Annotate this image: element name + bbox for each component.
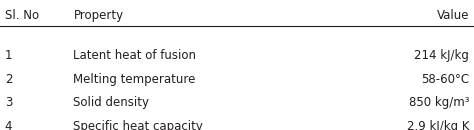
Text: Sl. No: Sl. No xyxy=(5,9,39,22)
Text: 214 kJ/kg: 214 kJ/kg xyxy=(414,49,469,62)
Text: 4: 4 xyxy=(5,120,12,130)
Text: 1: 1 xyxy=(5,49,12,62)
Text: Melting temperature: Melting temperature xyxy=(73,73,196,86)
Text: 2: 2 xyxy=(5,73,12,86)
Text: 2.9 kJ/kg K: 2.9 kJ/kg K xyxy=(407,120,469,130)
Text: Latent heat of fusion: Latent heat of fusion xyxy=(73,49,196,62)
Text: 58-60°C: 58-60°C xyxy=(421,73,469,86)
Text: Solid density: Solid density xyxy=(73,96,149,109)
Text: 850 kg/m³: 850 kg/m³ xyxy=(409,96,469,109)
Text: 3: 3 xyxy=(5,96,12,109)
Text: Value: Value xyxy=(437,9,469,22)
Text: Property: Property xyxy=(73,9,124,22)
Text: Specific heat capacity: Specific heat capacity xyxy=(73,120,203,130)
